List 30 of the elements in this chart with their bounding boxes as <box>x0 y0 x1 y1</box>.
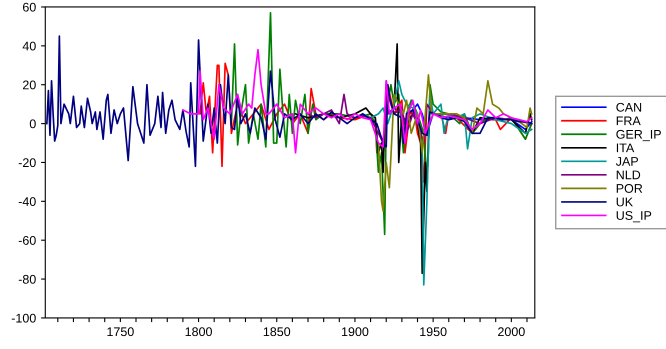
line-series <box>378 74 533 212</box>
legend-label: JAP <box>616 157 638 166</box>
y-tick-label: 40 <box>22 42 36 50</box>
legend-label: ITA <box>616 144 634 152</box>
x-tick-label: 1800 <box>186 327 212 336</box>
x-tick-label: 2000 <box>498 327 525 336</box>
legend-label: POR <box>616 184 642 193</box>
x-tick-label: 1950 <box>420 327 447 336</box>
y-tick-label: -80 <box>18 274 36 284</box>
y-tick-label: 20 <box>22 80 36 90</box>
y-tick-label: -60 <box>18 236 36 245</box>
legend-label: US_IP <box>616 211 652 222</box>
legend-label: FRA <box>616 116 641 126</box>
y-tick-label: -100 <box>12 314 36 323</box>
y-tick-label: 0 <box>30 119 36 128</box>
legend-label: UK <box>616 198 633 206</box>
y-tick-label: -40 <box>18 197 36 206</box>
line-series <box>182 48 533 154</box>
line-series <box>230 12 533 236</box>
x-tick-label: 1900 <box>342 327 368 336</box>
line-series <box>46 35 533 168</box>
line-series <box>362 80 533 286</box>
legend-label: CAN <box>616 102 642 112</box>
line-series <box>307 94 533 144</box>
x-tick-label: 1750 <box>107 327 134 336</box>
legend-label: NLD <box>616 170 640 180</box>
y-tick-label: -20 <box>18 158 36 168</box>
legend-label: GER_IP <box>616 130 661 142</box>
y-tick-label: 60 <box>22 2 36 12</box>
x-tick-label: 1850 <box>264 327 290 336</box>
